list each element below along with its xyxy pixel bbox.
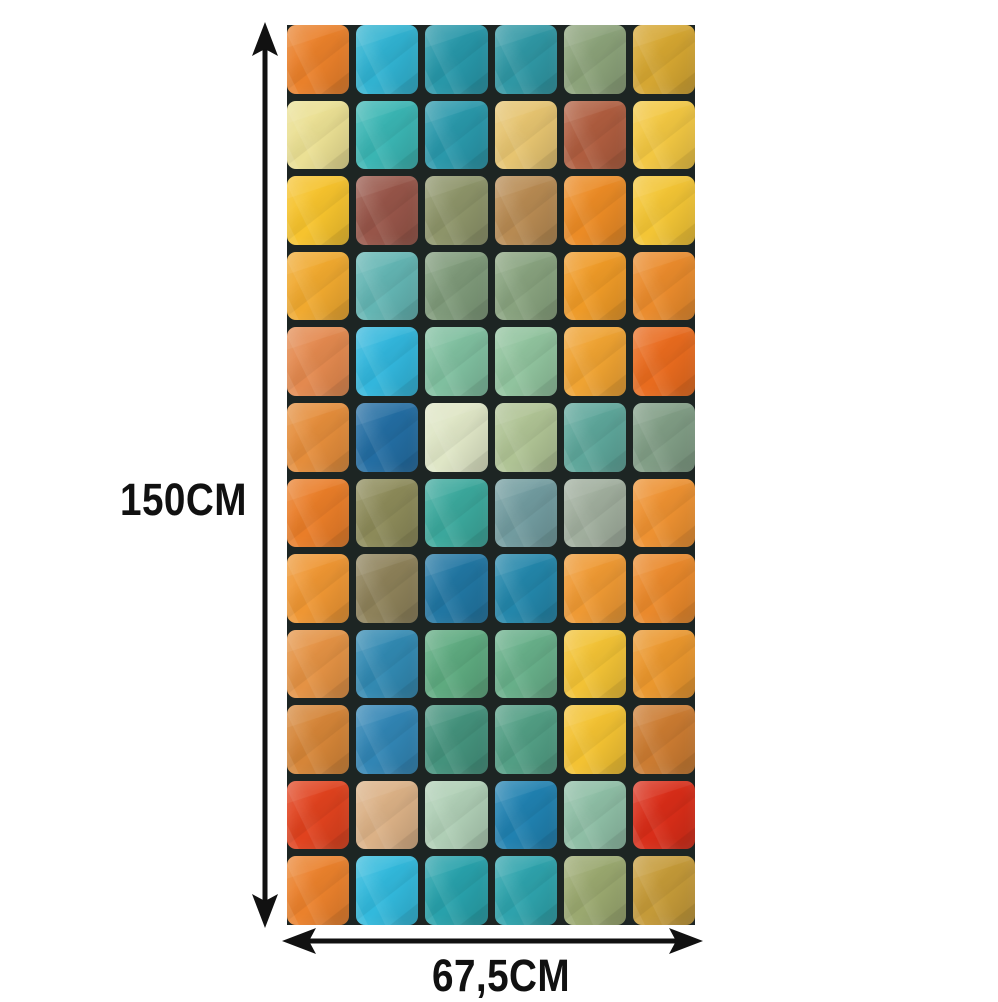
mosaic-tile — [632, 856, 695, 925]
mosaic-tile — [425, 176, 488, 245]
mosaic-tile — [287, 25, 350, 94]
mosaic-tile — [563, 176, 626, 245]
mosaic-tile — [356, 402, 419, 472]
mosaic-tile — [494, 176, 557, 245]
mosaic-tile — [356, 100, 419, 170]
mosaic-tile — [425, 25, 488, 94]
mosaic-tile — [563, 629, 626, 699]
mosaic-tile — [287, 856, 350, 925]
mosaic-tile — [632, 478, 695, 548]
mosaic-tile — [287, 629, 350, 699]
mosaic-tile — [287, 705, 350, 774]
mosaic-tile — [425, 327, 488, 396]
mosaic-tile — [356, 705, 419, 774]
mosaic-tile — [494, 327, 557, 396]
mosaic-tile — [356, 176, 419, 245]
mosaic-tile — [425, 251, 488, 321]
mosaic-tile — [494, 705, 557, 774]
mosaic-tile — [356, 251, 419, 321]
mosaic-tile — [425, 478, 488, 548]
mosaic-tile — [563, 705, 626, 774]
mosaic-tile — [632, 705, 695, 774]
mosaic-artwork-panel — [287, 25, 695, 925]
mosaic-tile — [632, 554, 695, 623]
mosaic-tile — [425, 100, 488, 170]
mosaic-tile — [494, 25, 557, 94]
mosaic-tile — [563, 856, 626, 925]
mosaic-tile — [425, 856, 488, 925]
mosaic-tile — [494, 251, 557, 321]
mosaic-tile — [563, 251, 626, 321]
mosaic-tile — [287, 251, 350, 321]
mosaic-tile — [632, 176, 695, 245]
mosaic-tile — [356, 25, 419, 94]
mosaic-tile — [287, 780, 350, 850]
height-dimension-label: 150CM — [120, 474, 247, 525]
mosaic-tile — [425, 554, 488, 623]
mosaic-tile — [632, 780, 695, 850]
mosaic-tile — [632, 100, 695, 170]
mosaic-tile — [287, 327, 350, 396]
mosaic-tile — [356, 629, 419, 699]
mosaic-tile — [287, 100, 350, 170]
mosaic-tile — [494, 629, 557, 699]
mosaic-tile — [287, 402, 350, 472]
mosaic-tile — [563, 554, 626, 623]
mosaic-tile — [425, 629, 488, 699]
mosaic-tile — [563, 780, 626, 850]
width-dimension-arrow — [282, 928, 703, 954]
mosaic-tile — [563, 402, 626, 472]
mosaic-tile — [632, 402, 695, 472]
mosaic-tile — [287, 478, 350, 548]
mosaic-tile — [632, 251, 695, 321]
mosaic-tile — [494, 100, 557, 170]
mosaic-tile — [494, 402, 557, 472]
width-dimension-label: 67,5CM — [432, 950, 571, 1001]
mosaic-tile — [494, 554, 557, 623]
mosaic-tile-grid — [287, 25, 695, 925]
mosaic-tile — [632, 25, 695, 94]
mosaic-tile — [563, 478, 626, 548]
mosaic-tile — [494, 856, 557, 925]
mosaic-tile — [494, 780, 557, 850]
mosaic-tile — [632, 327, 695, 396]
mosaic-tile — [356, 327, 419, 396]
mosaic-tile — [563, 327, 626, 396]
mosaic-tile — [425, 402, 488, 472]
mosaic-tile — [356, 856, 419, 925]
mosaic-tile — [425, 705, 488, 774]
mosaic-tile — [563, 100, 626, 170]
mosaic-tile — [287, 554, 350, 623]
mosaic-tile — [632, 629, 695, 699]
mosaic-tile — [356, 780, 419, 850]
mosaic-tile — [425, 780, 488, 850]
height-dimension-arrow — [252, 22, 278, 928]
mosaic-tile — [356, 554, 419, 623]
mosaic-tile — [563, 25, 626, 94]
mosaic-tile — [494, 478, 557, 548]
mosaic-tile — [356, 478, 419, 548]
mosaic-tile — [287, 176, 350, 245]
